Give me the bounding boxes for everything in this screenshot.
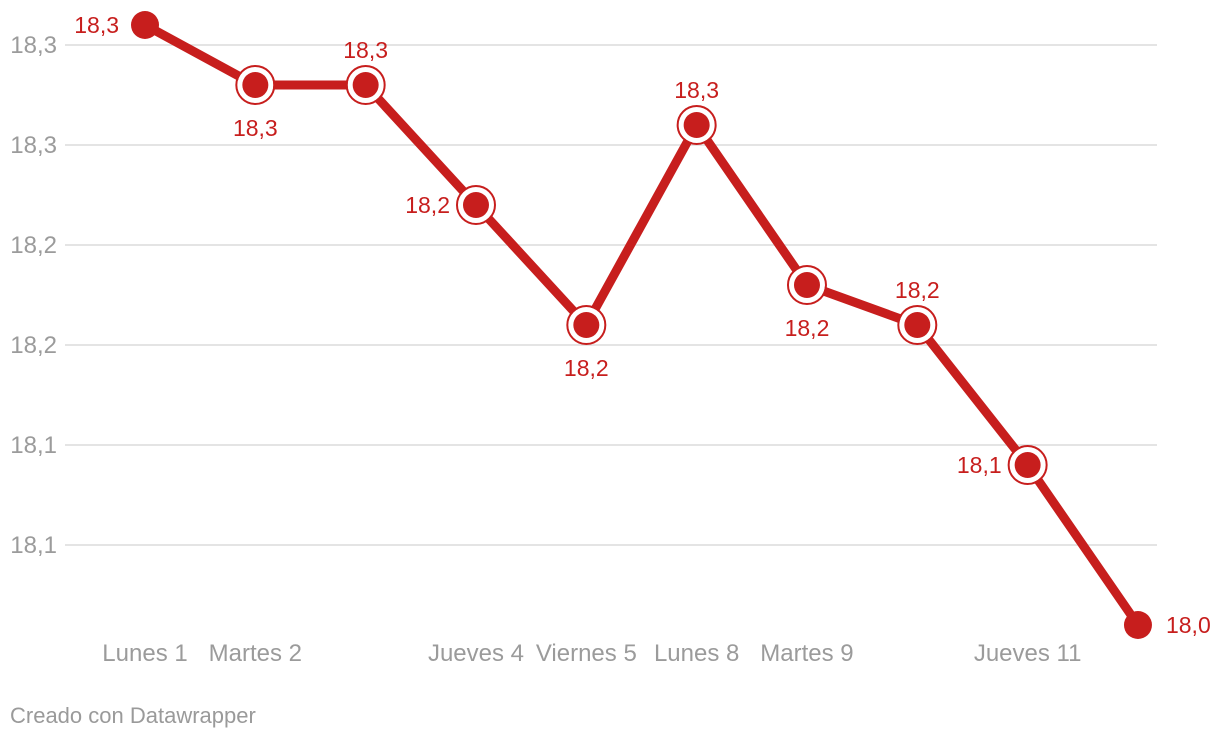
y-tick-label: 18,1 <box>10 432 57 459</box>
data-point[interactable] <box>352 72 379 98</box>
line-chart-canvas: 18,3 18,3 18,2 18,2 18,1 18,1 Lunes 1 Martes 2 J… <box>10 11 1211 667</box>
data-point-label: 18,2 <box>785 315 830 341</box>
data-point[interactable] <box>683 112 710 138</box>
data-point-label: 18,3 <box>343 37 388 63</box>
y-tick-label: 18,2 <box>10 332 57 359</box>
data-point[interactable] <box>904 312 931 338</box>
y-tick-label: 18,3 <box>10 132 57 159</box>
data-point-ring <box>455 185 496 225</box>
data-point[interactable] <box>793 272 820 298</box>
data-point-ring <box>676 105 717 145</box>
data-point-label: 18,3 <box>233 115 278 141</box>
data-point-ring <box>786 265 827 305</box>
data-point-ring <box>1007 445 1048 485</box>
x-tick-label: Martes 9 <box>760 640 853 667</box>
data-point-ring <box>566 305 607 345</box>
data-point-ring <box>345 65 386 105</box>
y-tick-label: 18,2 <box>10 232 57 259</box>
x-tick-label: Martes 2 <box>209 640 302 667</box>
data-point[interactable] <box>1014 452 1041 478</box>
data-point-label: 18,2 <box>895 277 940 303</box>
data-point-ring <box>897 305 938 345</box>
data-point-label: 18,1 <box>957 452 1002 478</box>
datawrapper-attribution-link[interactable]: Creado con Datawrapper <box>10 703 256 728</box>
x-tick-label: Jueves 4 <box>428 640 524 667</box>
x-tick-label: Lunes 8 <box>654 640 739 667</box>
data-point[interactable] <box>242 72 269 98</box>
data-point-label: 18,0 <box>1166 612 1211 638</box>
x-tick-label: Viernes 5 <box>536 640 637 667</box>
x-tick-label: Jueves 11 <box>974 640 1082 667</box>
y-tick-label: 18,3 <box>10 32 57 59</box>
data-point-label: 18,2 <box>405 192 450 218</box>
trend-line <box>140 20 1143 630</box>
data-point-ring <box>235 65 276 105</box>
data-point[interactable] <box>131 11 159 39</box>
data-point-label: 18,3 <box>74 12 119 38</box>
data-point[interactable] <box>573 312 600 338</box>
data-point[interactable] <box>1123 611 1152 639</box>
x-tick-label: Lunes 1 <box>102 640 187 667</box>
y-tick-label: 18,1 <box>10 532 57 559</box>
data-point[interactable] <box>462 192 489 218</box>
data-point-label: 18,3 <box>674 77 719 103</box>
data-point-label: 18,2 <box>564 355 609 381</box>
